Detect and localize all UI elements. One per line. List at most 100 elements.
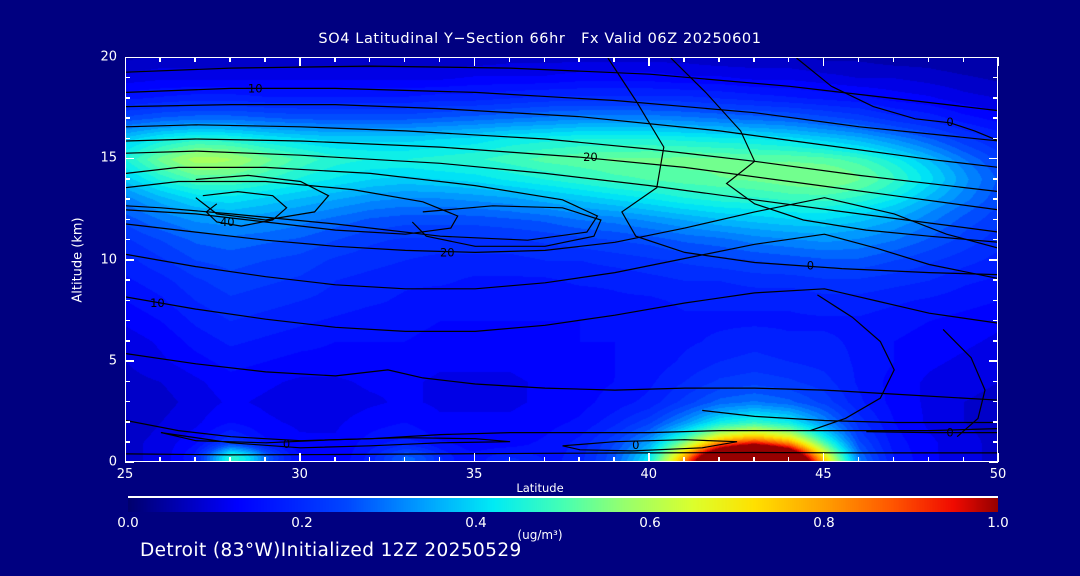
y-axis-major-tick [989, 360, 998, 362]
x-axis-minor-tick [508, 57, 511, 62]
y-axis-title: Altitude (km) [70, 217, 86, 303]
y-axis-minor-tick [993, 421, 998, 423]
y-axis-minor-tick [993, 198, 998, 200]
x-axis-minor-tick [683, 57, 685, 62]
x-axis-major-tick [997, 453, 999, 462]
contour-label: 40 [220, 215, 235, 229]
y-axis-minor-tick [125, 97, 130, 99]
contour-line [126, 138, 997, 211]
heatmap-field [126, 58, 997, 461]
y-axis-major-tick [989, 157, 998, 160]
x-axis-minor-tick [718, 457, 720, 462]
contour-overlay: 10 20 40 20 10 0 0 0 0 0 [126, 58, 997, 456]
x-axis-minor-tick [857, 57, 860, 62]
contour-line [796, 58, 997, 141]
contour-label: 0 [807, 259, 814, 273]
x-axis-title: Latitude [516, 481, 564, 495]
x-axis-minor-tick [613, 457, 615, 462]
x-axis-minor-tick [892, 57, 895, 62]
y-axis-minor-tick [993, 117, 998, 119]
colorbar-rule [128, 496, 998, 498]
x-axis-minor-tick [264, 457, 266, 462]
x-axis-minor-tick [962, 57, 965, 62]
y-axis-minor-tick [125, 76, 130, 79]
colorbar-tick-label: 0.4 [465, 515, 487, 531]
colorbar-tick-label: 1.0 [987, 515, 1009, 531]
x-axis-minor-tick [229, 457, 231, 462]
y-axis-minor-tick [125, 279, 130, 281]
x-axis-major-tick [648, 57, 650, 66]
y-axis-tick-label: 0 [108, 454, 117, 470]
x-axis-minor-tick [334, 457, 336, 462]
x-axis-minor-tick [229, 57, 231, 62]
contour-line [126, 451, 997, 456]
x-axis-minor-tick [718, 57, 720, 62]
x-axis-major-tick [648, 453, 650, 462]
x-axis-major-tick [124, 57, 126, 66]
x-axis-minor-tick [543, 57, 546, 62]
contour-label: 0 [632, 438, 639, 452]
contour-line [126, 87, 997, 142]
x-axis-minor-tick [892, 457, 895, 462]
y-axis-minor-tick [125, 238, 130, 241]
colorbar-gradient [128, 498, 998, 512]
x-axis-minor-tick [438, 57, 441, 62]
y-axis-minor-tick [125, 319, 130, 322]
x-axis-minor-tick [194, 57, 196, 62]
contour-line [126, 65, 997, 112]
y-axis-minor-tick [993, 279, 998, 281]
y-axis-minor-tick [125, 198, 130, 200]
contour-label: 0 [946, 115, 953, 129]
x-axis-minor-tick [403, 57, 406, 62]
colorbar-units-label: (ug/m³) [517, 528, 563, 542]
contour-line [195, 174, 330, 221]
x-axis-tick-label: 25 [116, 467, 134, 482]
y-axis-minor-tick [993, 218, 998, 220]
contour-label: 10 [150, 296, 165, 310]
x-axis-minor-tick [578, 57, 580, 62]
x-axis-minor-tick [857, 457, 860, 462]
contour-line [810, 294, 895, 432]
y-axis-minor-tick [125, 421, 130, 423]
y-axis-minor-tick [993, 178, 998, 180]
y-axis-minor-tick [993, 319, 998, 322]
page-title: SO4 Latitudinal Y−Section 66hr Fx Valid … [318, 31, 762, 47]
y-axis-minor-tick [993, 380, 998, 382]
contour-line [670, 58, 997, 243]
y-axis-minor-tick [993, 299, 998, 301]
contour-line [562, 439, 738, 452]
contour-label: 20 [583, 150, 598, 164]
y-axis-minor-tick [125, 441, 130, 443]
x-axis-minor-tick [334, 57, 336, 62]
x-axis-minor-tick [368, 57, 371, 62]
contour-label: 20 [440, 245, 455, 259]
x-axis-minor-tick [753, 457, 755, 462]
x-axis-minor-tick [578, 457, 580, 462]
y-axis-minor-tick [993, 137, 998, 139]
contour-line [126, 419, 997, 442]
x-axis-major-tick [124, 453, 126, 462]
x-axis-major-tick [299, 57, 301, 66]
plot-area: 10 20 40 20 10 0 0 0 0 0 [125, 57, 998, 462]
contour-line [866, 431, 997, 434]
contour-line [126, 180, 459, 235]
x-axis-minor-tick [159, 457, 161, 462]
colorbar-tick-label: 0.6 [639, 515, 661, 531]
y-axis-minor-tick [125, 400, 130, 403]
y-axis-minor-tick [993, 76, 998, 79]
y-axis-minor-tick [125, 117, 130, 119]
y-axis-minor-tick [125, 218, 130, 220]
x-axis-minor-tick [962, 457, 965, 462]
x-axis-minor-tick [927, 57, 930, 62]
x-axis-tick-label: 45 [815, 467, 832, 482]
x-axis-minor-tick [194, 457, 196, 462]
x-axis-minor-tick [787, 457, 790, 462]
x-axis-minor-tick [159, 57, 161, 62]
x-axis-minor-tick [264, 57, 266, 62]
y-axis-minor-tick [993, 441, 998, 443]
contour-line [126, 353, 997, 401]
x-axis-tick-label: 35 [465, 467, 483, 482]
y-axis-minor-tick [993, 238, 998, 241]
contour-label: 0 [283, 437, 290, 451]
